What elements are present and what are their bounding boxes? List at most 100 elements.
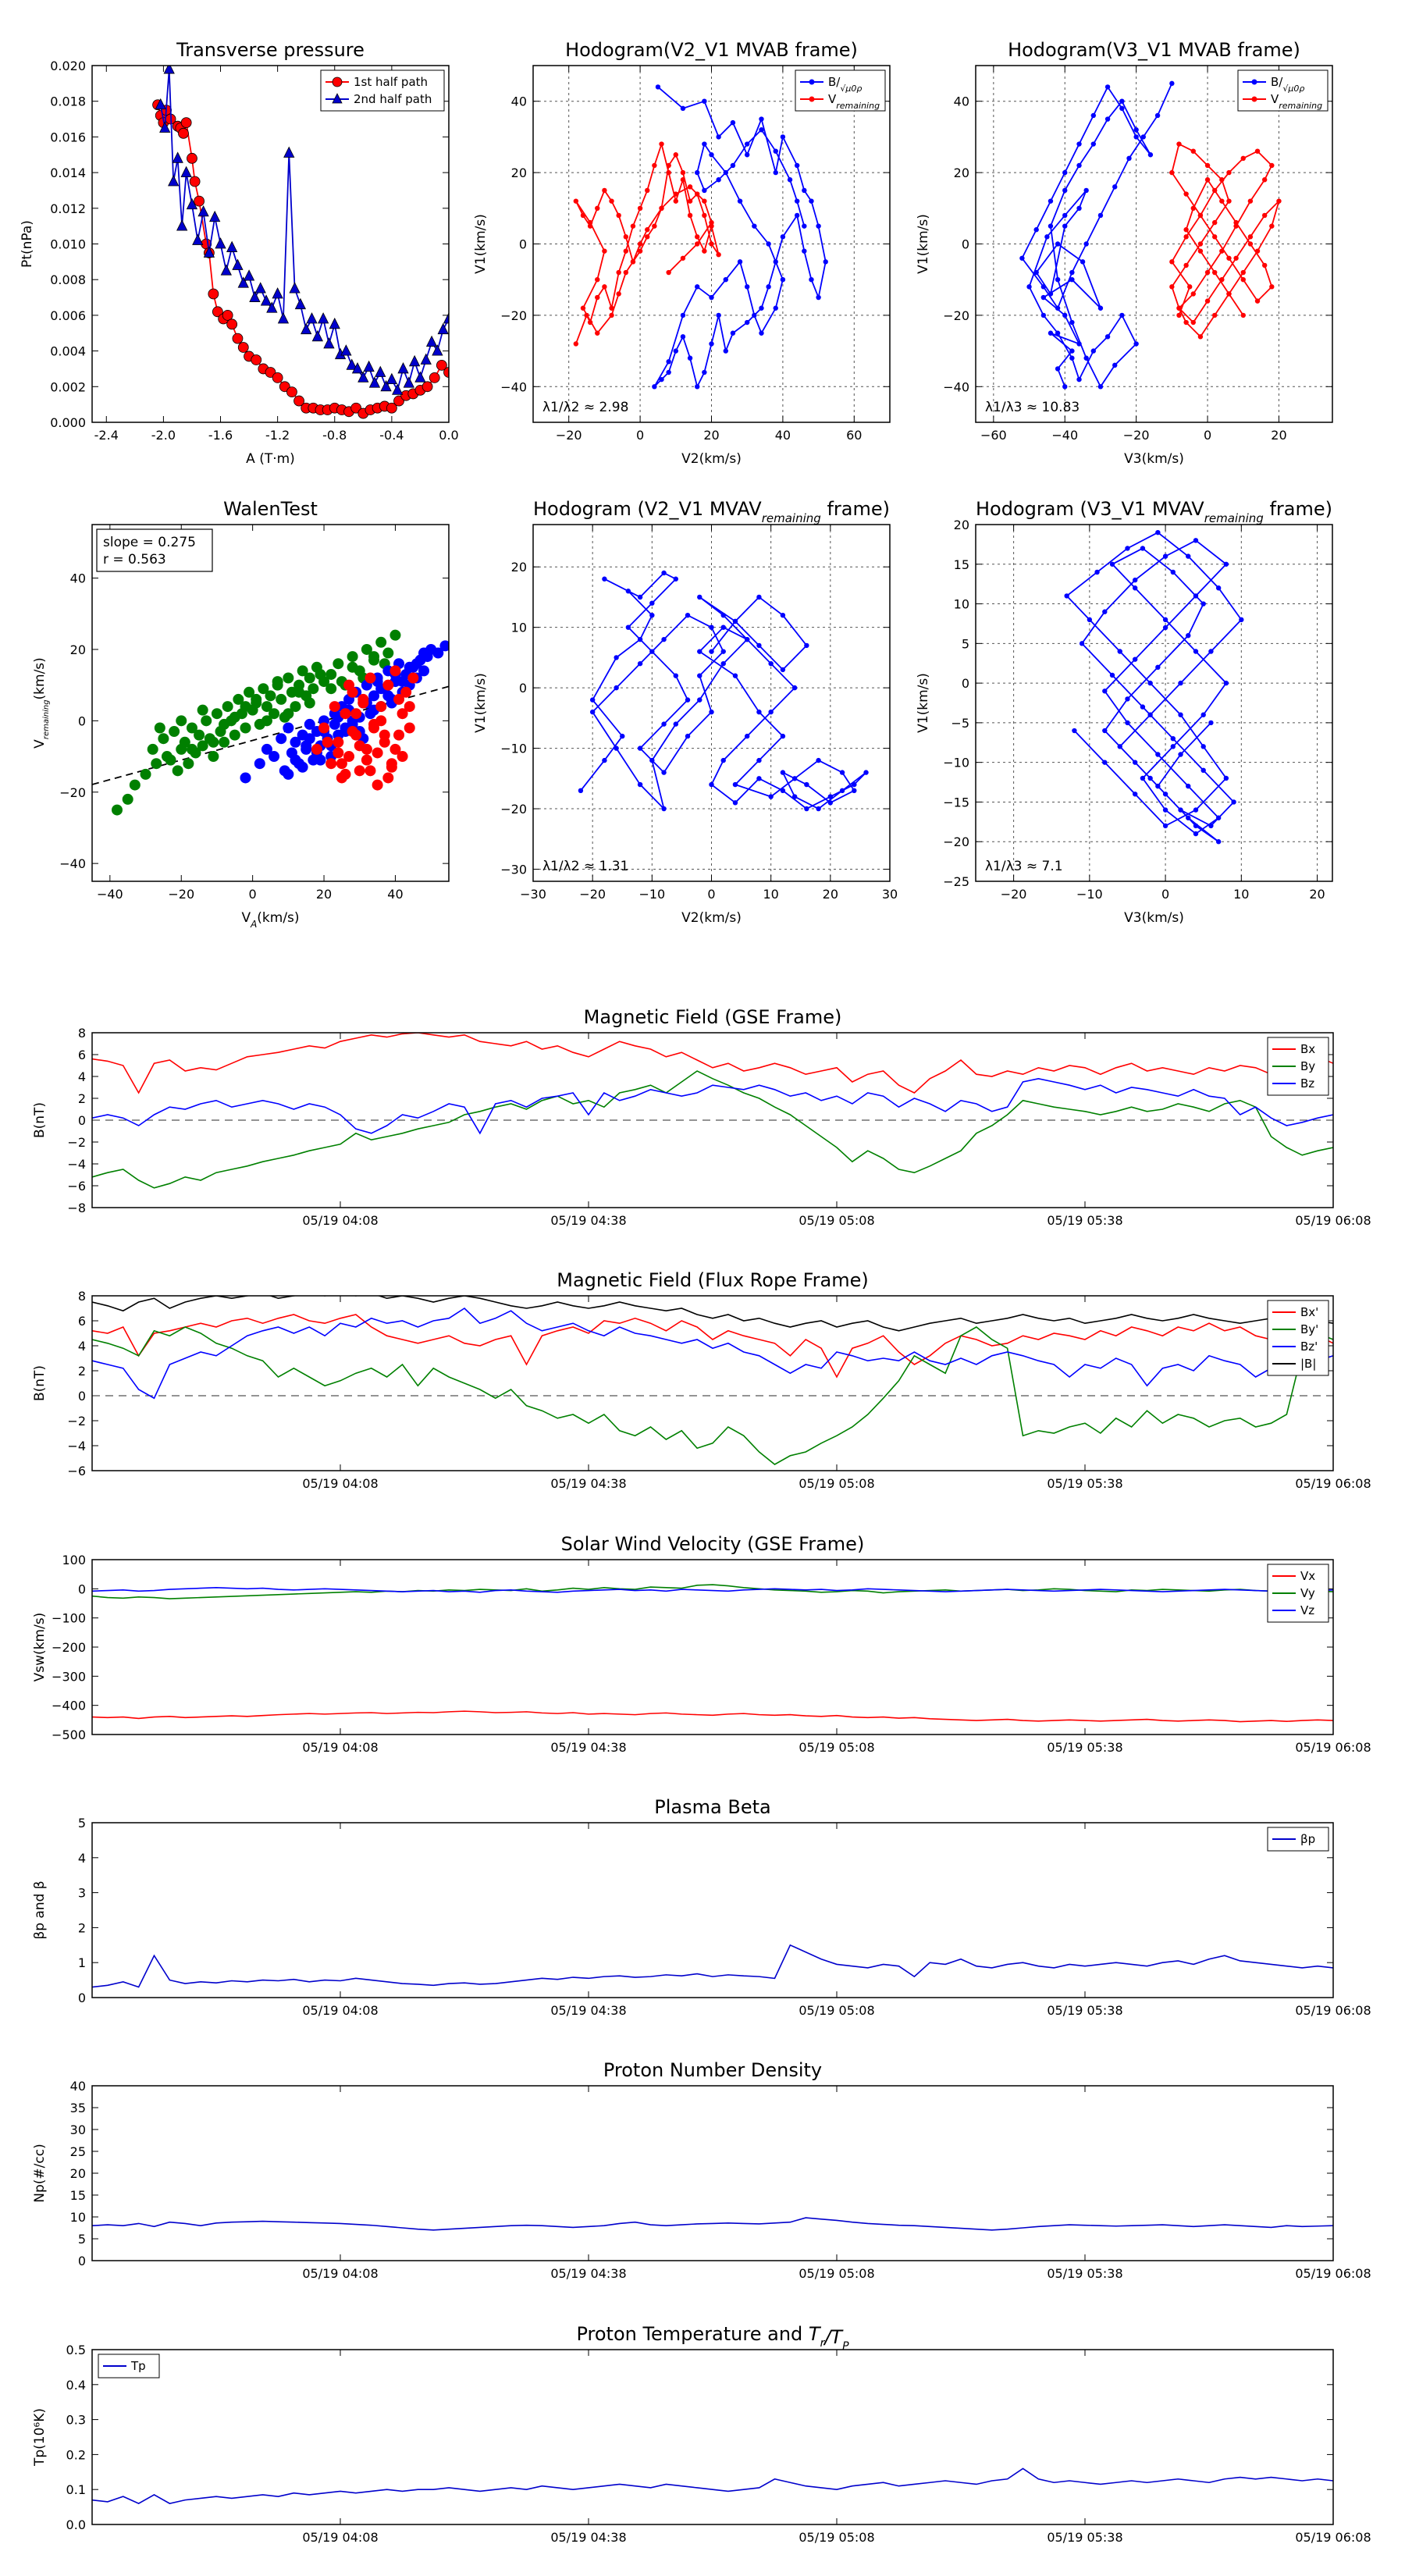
plot-area	[152, 66, 449, 419]
data-point	[1254, 298, 1261, 304]
x-tick-label: 40	[387, 887, 403, 902]
data-point	[1200, 767, 1206, 774]
legend-label: |B|	[1300, 1357, 1316, 1371]
data-point	[350, 708, 362, 720]
data-point	[609, 312, 614, 318]
data-point	[240, 722, 251, 734]
data-point	[730, 162, 736, 169]
data-point	[1269, 284, 1275, 290]
legend-label: 2nd half path	[354, 92, 432, 106]
data-point	[1193, 807, 1199, 813]
data-point	[816, 757, 821, 763]
data-point	[1186, 815, 1191, 820]
data-point	[365, 672, 376, 684]
data-point	[745, 284, 750, 290]
data-point	[802, 187, 807, 194]
x-tick-label: -2.4	[94, 428, 119, 443]
data-point	[1087, 617, 1093, 623]
y-axis-label: βp and β	[32, 1880, 48, 1939]
series-line	[92, 1587, 1333, 1593]
x-tick-label: 20	[1309, 887, 1325, 902]
data-point	[346, 358, 357, 370]
data-point	[1204, 162, 1211, 169]
data-point	[165, 754, 176, 766]
data-point	[1040, 284, 1047, 290]
data-point	[254, 758, 265, 770]
data-point	[616, 212, 621, 219]
y-tick-label: 4	[78, 1851, 86, 1866]
data-point	[1200, 712, 1206, 717]
data-point	[637, 594, 643, 600]
y-tick-label: 35	[70, 2101, 86, 2115]
series-b-0-	[652, 84, 828, 390]
y-tick-label: 0.3	[66, 2413, 86, 2428]
data-point	[1190, 319, 1196, 326]
data-point	[1069, 277, 1075, 283]
chart-title-text: Plasma Beta	[654, 1796, 770, 1818]
data-point	[1162, 624, 1168, 631]
plot-frame	[91, 1822, 1334, 1998]
data-point	[1231, 799, 1236, 805]
data-point	[697, 673, 702, 678]
y-tick-label: 8	[78, 1289, 86, 1304]
data-point	[709, 709, 714, 715]
data-point	[192, 233, 204, 245]
data-point	[661, 636, 667, 642]
plot-frame	[532, 524, 891, 882]
chart-title-text: WalenTest	[223, 498, 318, 520]
data-point	[1183, 234, 1189, 240]
data-point	[768, 794, 774, 799]
data-point	[1126, 155, 1132, 162]
chart-pt: Transverse pressure -2.4 -2.0 -1.6 -1.2 -0.8 -…	[20, 39, 459, 467]
data-point	[420, 353, 432, 365]
data-point	[354, 740, 365, 752]
y-tick-label: 20	[954, 518, 969, 532]
x-tick-label: −20	[168, 887, 194, 902]
data-point	[1062, 212, 1068, 219]
chart-h3: Hodogram (V2_V1 MVAVremaining frame) −30 −…	[473, 498, 898, 926]
data-point	[737, 198, 743, 204]
x-tick-label: -1.2	[265, 428, 290, 443]
data-point	[404, 722, 415, 734]
legend-label: Vremaining	[1271, 92, 1322, 111]
series-tp	[92, 2467, 1333, 2505]
y-tick-label: −25	[943, 874, 969, 889]
data-point	[1090, 141, 1097, 147]
data-point	[809, 198, 814, 204]
data-point	[297, 665, 308, 677]
data-point	[208, 751, 219, 763]
data-point	[1062, 384, 1068, 390]
y-tick-label: −6	[67, 1464, 86, 1478]
data-point	[787, 177, 793, 183]
data-point	[1048, 223, 1054, 229]
y-tick-label: −20	[500, 308, 527, 323]
series-v-remaining	[573, 141, 721, 347]
data-point	[368, 651, 380, 663]
x-tick-label: 20	[823, 887, 838, 902]
y-tick-label: 100	[62, 1553, 86, 1567]
y-tick-label: 0.002	[50, 379, 86, 394]
data-point	[266, 301, 278, 313]
x-tick-label: 05/19 05:08	[799, 2530, 874, 2545]
data-point	[347, 726, 358, 738]
data-point	[1176, 305, 1182, 311]
series-line	[92, 1944, 1333, 1988]
data-point	[720, 649, 726, 654]
y-tick-label: −20	[500, 802, 527, 817]
data-point	[407, 672, 419, 684]
y-tick-label: −10	[500, 742, 527, 756]
data-point	[375, 636, 387, 648]
eigenvalue-ratio-annotation: λ1/λ3 ≈ 7.1	[985, 859, 1063, 874]
y-tick-label: 0.008	[50, 272, 86, 287]
data-point	[1276, 198, 1282, 204]
data-point	[1090, 348, 1097, 354]
data-point	[1155, 664, 1161, 670]
plot-area	[92, 2217, 1333, 2231]
chart-title: Plasma Beta	[654, 1796, 770, 1818]
data-point	[623, 234, 629, 240]
data-point	[237, 342, 249, 353]
series-line	[92, 1077, 1333, 1135]
data-point	[318, 722, 330, 734]
data-point	[637, 205, 643, 211]
data-point	[827, 794, 834, 799]
